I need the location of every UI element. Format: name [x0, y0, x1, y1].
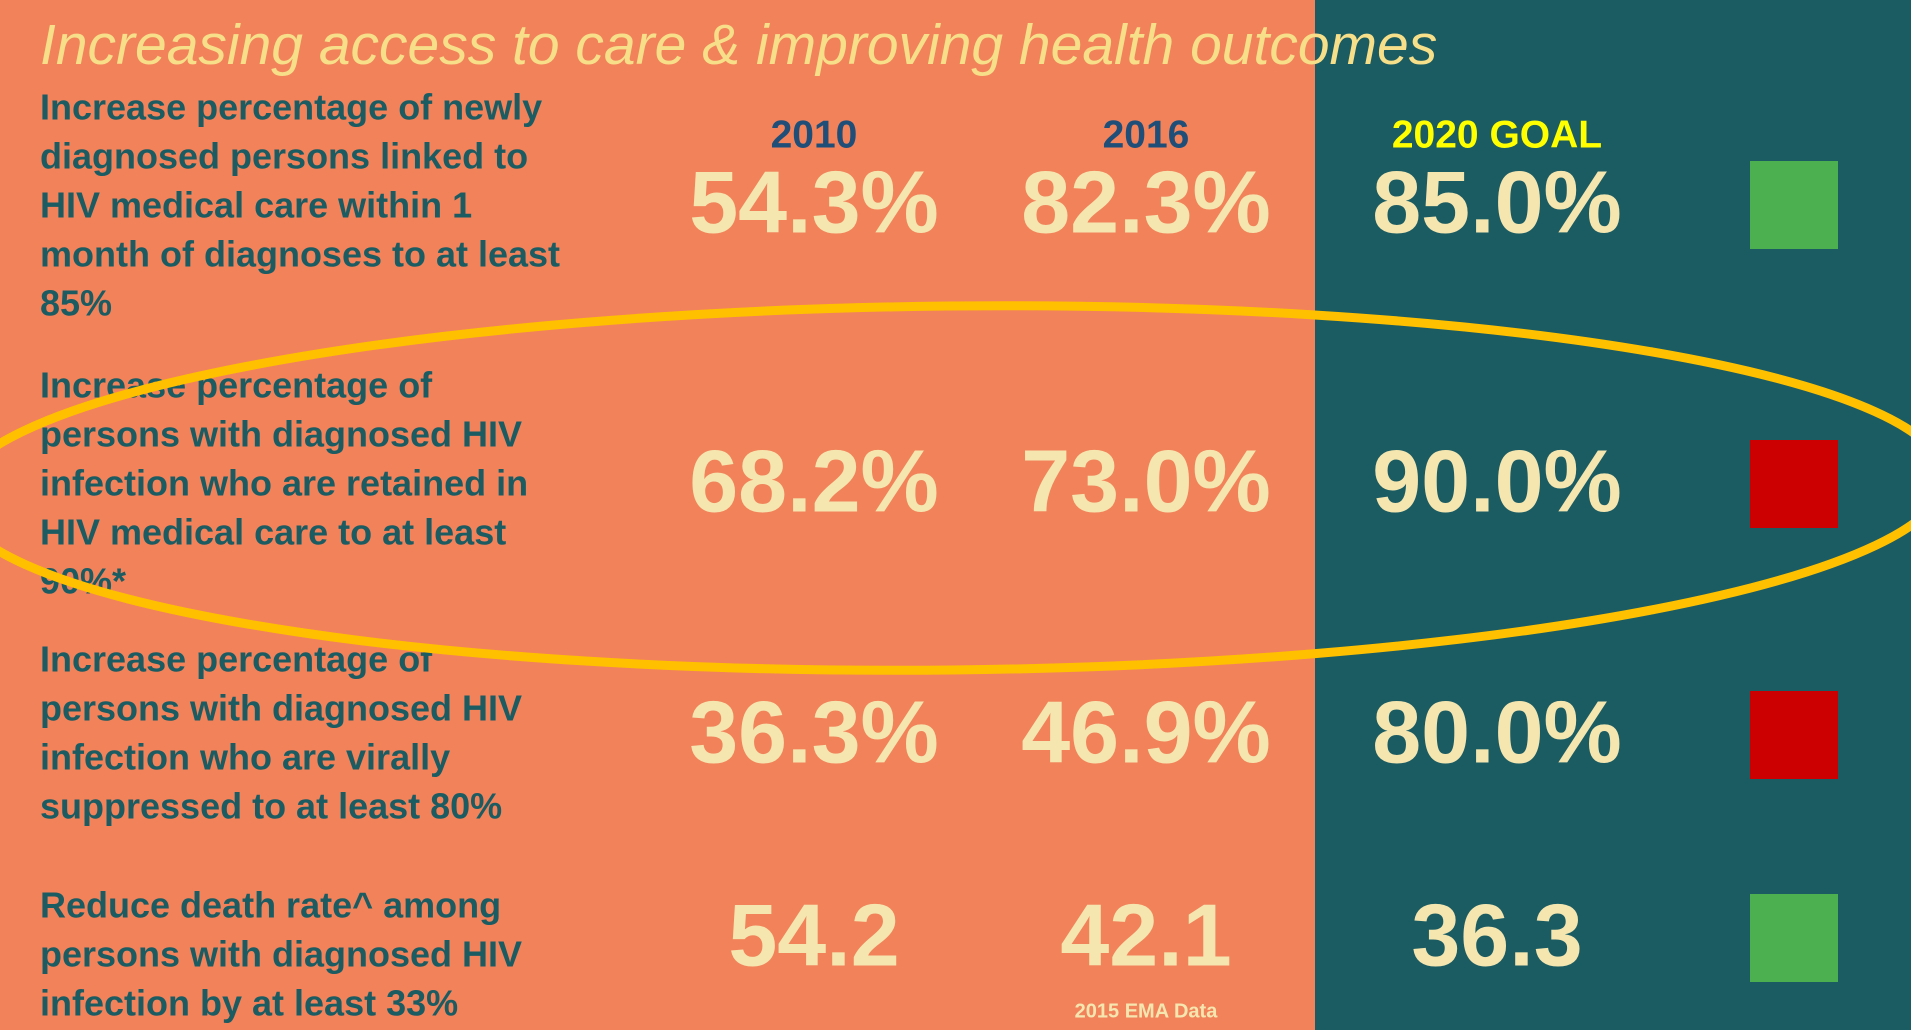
- rows: Increase percentage of newly diagnosed pe…: [40, 87, 1838, 1024]
- column-header: 2016: [1103, 113, 1190, 156]
- value-text: 80.0%: [1372, 682, 1622, 781]
- footnote: 2015 EMA Data: [1075, 1000, 1219, 1022]
- left-panel: [0, 0, 1315, 1030]
- objective-text: persons with diagnosed HIV: [40, 688, 522, 729]
- value-text: 85.0%: [1372, 152, 1622, 251]
- objective-text: persons with diagnosed HIV: [40, 414, 522, 455]
- objective-text: 85%: [40, 283, 112, 324]
- value-text: 90.0%: [1372, 431, 1622, 530]
- objective-text: Reduce death rate^ among: [40, 885, 501, 926]
- highlight-ellipse: [0, 301, 1911, 675]
- value-text: 42.1: [1060, 885, 1231, 984]
- status-square: [1750, 894, 1838, 982]
- status-square: [1750, 440, 1838, 528]
- column-header: 2010: [771, 113, 858, 156]
- value-text: 46.9%: [1021, 682, 1271, 781]
- value-text: 36.3%: [689, 682, 939, 781]
- status-square: [1750, 691, 1838, 779]
- title: Increasing access to care & improving he…: [40, 13, 1437, 77]
- value-text: 54.2: [728, 885, 899, 984]
- objective-text: infection who are retained in: [40, 463, 528, 504]
- value-text: 54.3%: [689, 152, 939, 251]
- objective-text: month of diagnoses to at least: [40, 234, 560, 275]
- value-text: 68.2%: [689, 431, 939, 530]
- value-text: 73.0%: [1021, 431, 1271, 530]
- objective-text: HIV medical care within 1: [40, 185, 472, 226]
- value-text: 82.3%: [1021, 152, 1271, 251]
- objective-text: diagnosed persons linked to: [40, 136, 528, 177]
- value-text: 36.3: [1411, 885, 1582, 984]
- objective-text: HIV medical care to at least: [40, 512, 506, 553]
- objective-text: suppressed to at least 80%: [40, 786, 502, 827]
- objective-text: persons with diagnosed HIV: [40, 934, 522, 975]
- objective-text: infection who are virally: [40, 737, 450, 778]
- status-square: [1750, 161, 1838, 249]
- objective-text: Increase percentage of newly: [40, 87, 542, 128]
- objective-text: infection by at least 33%: [40, 983, 458, 1024]
- column-header: 2020 GOAL: [1392, 113, 1602, 156]
